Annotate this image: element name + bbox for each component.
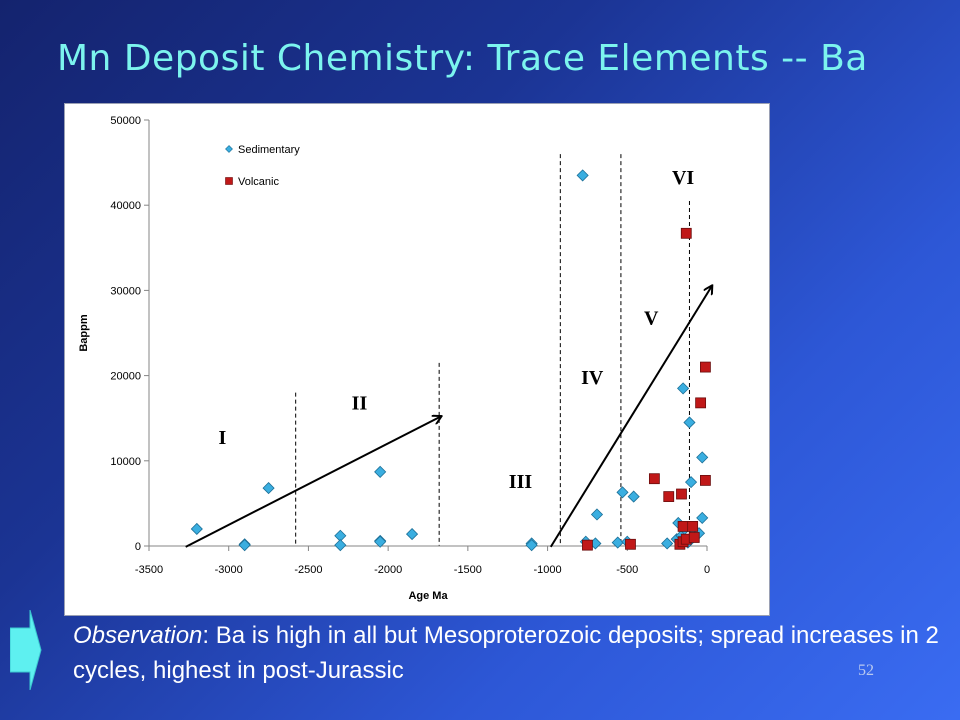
sedimentary-point	[334, 539, 347, 552]
x-tick-label: -1000	[534, 564, 562, 576]
cycle-label-v: V	[644, 307, 659, 329]
sedimentary-point	[262, 481, 275, 495]
y-tick-label: 0	[135, 541, 141, 553]
sedimentary-point	[590, 508, 604, 521]
y-axis-title: Bappm	[78, 314, 90, 352]
volcanic-point	[648, 473, 660, 485]
legend-label: Sedimentary	[238, 144, 300, 156]
x-tick-label: -3500	[135, 564, 163, 576]
legend: Sedimentary Volcanic	[225, 144, 300, 188]
x-tick-label: 0	[704, 564, 710, 576]
sedimentary-point	[696, 451, 709, 464]
page-number: 52	[858, 662, 874, 679]
volcanic-point	[680, 227, 692, 239]
sedimentary-point	[616, 486, 629, 499]
cycle-arrows	[185, 286, 712, 548]
volcanic-point	[687, 521, 699, 532]
volcanic-point	[676, 488, 687, 500]
cycle-label-iv: IV	[581, 367, 604, 389]
y-tick-label: 50000	[110, 115, 141, 127]
data-points	[190, 169, 711, 552]
series-sedimentary	[190, 169, 709, 552]
chart-frame: 0 10000 20000 30000 40000 50000 -3500 -3000 -250…	[64, 103, 770, 616]
sedimentary-point	[627, 490, 640, 503]
axes: 0 10000 20000 30000 40000 50000 -3500 -3000 -250…	[78, 115, 710, 602]
sedimentary-point	[525, 539, 538, 552]
cycle-label-i: I	[218, 427, 226, 449]
observation-text: Observation: Ba is high in all but Mesop…	[73, 618, 953, 688]
observation-body: : Ba is high in all but Mesoproterozoic …	[73, 622, 939, 684]
volcanic-point	[582, 539, 593, 551]
sedimentary-point	[405, 528, 419, 541]
y-tick-label: 40000	[110, 200, 141, 212]
sedimentary-point	[683, 416, 696, 429]
cycle-label-iii: III	[509, 471, 533, 493]
sedimentary-point	[374, 465, 387, 478]
legend-marker	[225, 145, 233, 153]
cycle-arrow	[549, 286, 712, 548]
observation-label: Observation	[73, 622, 203, 649]
legend-label: Volcanic	[238, 176, 279, 188]
x-tick-label: -1500	[454, 564, 482, 576]
legend-marker	[225, 177, 233, 185]
slide-title: Mn Deposit Chemistry: Trace Elements -- …	[57, 38, 868, 79]
volcanic-point	[677, 521, 689, 532]
volcanic-point	[625, 538, 636, 550]
legend-item-sedimentary: Sedimentary	[225, 144, 300, 156]
volcanic-point	[688, 532, 700, 543]
sedimentary-point	[611, 536, 624, 549]
x-tick-label: -3000	[215, 564, 243, 576]
sedimentary-point	[190, 522, 203, 536]
sedimentary-point	[238, 539, 251, 552]
x-tick-label: -2000	[374, 564, 402, 576]
volcanic-point	[695, 397, 707, 409]
series-volcanic	[582, 227, 711, 551]
volcanic-point	[700, 361, 711, 373]
y-tick-label: 20000	[110, 371, 141, 383]
sedimentary-point	[684, 476, 698, 489]
sedimentary-point	[374, 535, 387, 548]
scatter-chart: 0 10000 20000 30000 40000 50000 -3500 -3000 -250…	[78, 115, 769, 602]
x-axis-title: Age Ma	[408, 590, 448, 602]
volcanic-point	[663, 491, 675, 502]
cycle-arrow	[185, 416, 441, 548]
y-tick-label: 10000	[110, 456, 141, 468]
y-tick-label: 30000	[110, 285, 141, 297]
x-tick-label: -2500	[294, 564, 322, 576]
sedimentary-point	[696, 511, 709, 524]
sedimentary-point	[576, 169, 589, 182]
cycle-label-vi: VI	[672, 167, 694, 189]
volcanic-point	[700, 474, 711, 486]
right-arrow-icon	[10, 610, 42, 690]
x-tick-label: -500	[616, 564, 638, 576]
sedimentary-point	[677, 382, 690, 395]
legend-item-volcanic: Volcanic	[225, 176, 279, 188]
sedimentary-point	[661, 537, 674, 550]
cycle-divider-lines	[295, 154, 690, 546]
cycle-label-ii: II	[352, 393, 368, 415]
